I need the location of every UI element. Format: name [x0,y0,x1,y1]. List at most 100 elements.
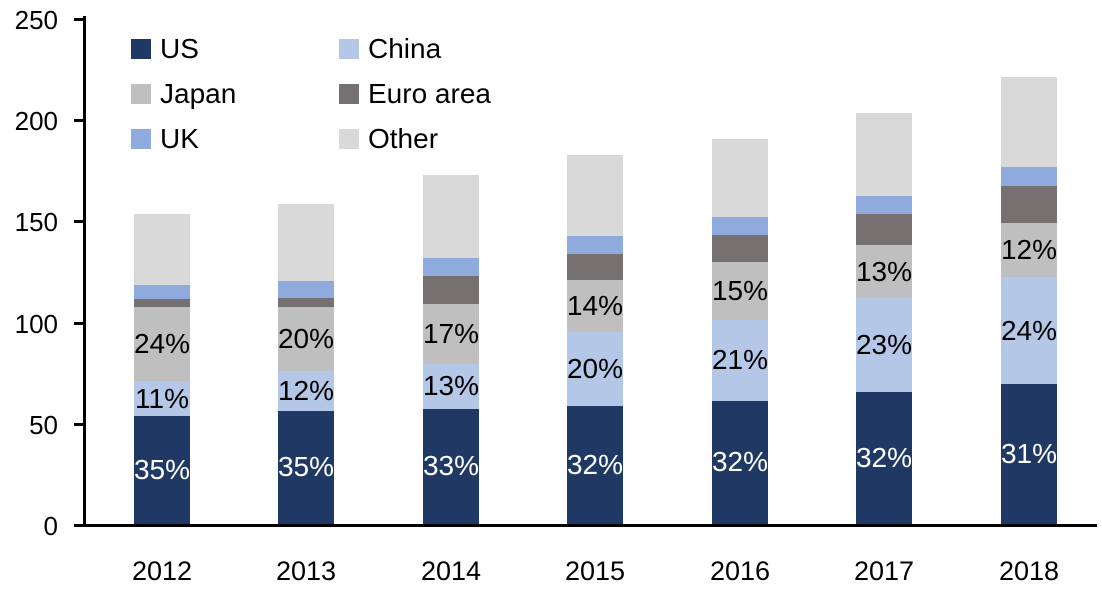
bar-segment-uk [278,281,334,299]
segment-percent-label: 15% [711,274,769,306]
legend-swatch-icon [339,38,359,59]
legend-swatch-icon [131,128,151,149]
bar-segment-japan: 24% [133,307,191,382]
bar-segment-other [856,113,912,197]
x-axis-category-label: 2017 [853,556,915,586]
bar-segment-euro-area [1001,185,1057,224]
bar-segment-euro-area [423,276,479,305]
segment-percent-label: 12% [277,374,335,406]
bar-segment-china: 20% [566,331,624,406]
x-axis-category-label: 2012 [131,556,193,586]
x-axis-category-label: 2016 [709,556,771,586]
bar-segment-other [567,154,623,236]
bar-segment-japan: 17% [422,304,480,365]
y-axis-tick [74,524,83,527]
chart-legend: US China Japan Euro area UK Other [131,26,491,161]
segment-percent-label: 24% [133,328,191,360]
segment-percent-label: 35% [133,453,191,485]
segment-percent-label: 13% [855,255,913,287]
bar-segment-uk [567,235,623,254]
legend-item-us: US [131,26,339,71]
segment-percent-label: 12% [1000,234,1058,266]
y-axis-line [83,16,86,527]
bar-segment-uk [1001,166,1057,186]
segment-percent-label: 23% [855,329,913,361]
bar-segment-euro-area [134,299,190,308]
legend-label: Japan [160,77,237,109]
bar-segment-other [712,139,768,218]
legend-item-uk: UK [131,116,339,161]
segment-percent-label: 20% [566,352,624,384]
segment-percent-label: 32% [855,442,913,474]
bar-segment-japan: 12% [1000,223,1058,278]
segment-percent-label: 13% [422,370,480,402]
bar-segment-uk [423,257,479,277]
y-axis-tick [74,18,83,21]
bar-segment-china: 12% [277,371,335,411]
bar-segment-japan: 13% [855,244,913,299]
bar-segment-euro-area [567,253,623,281]
y-axis-tick [74,220,83,224]
segment-percent-label: 20% [277,323,335,355]
bar-segment-euro-area [278,298,334,308]
bar-segment-us: 35% [133,415,191,524]
y-axis-tick-label: 150 [14,207,58,238]
bar-segment-us: 32% [711,400,769,524]
y-axis-tick-label: 200 [14,106,58,137]
bar-segment-china: 13% [423,364,479,409]
bar-segment-uk [134,285,190,300]
bar-segment-us: 33% [422,408,480,524]
bar-segment-us: 32% [566,405,624,524]
bar-segment-china: 11% [134,381,190,416]
x-axis-category-label: 2018 [998,556,1060,586]
segment-percent-label: 35% [277,451,335,483]
x-axis-category-label: 2013 [275,556,337,586]
legend-item-other: Other [339,116,491,161]
y-axis-tick [74,119,83,123]
bar-segment-us: 35% [277,410,335,524]
bar-segment-us: 31% [1001,384,1057,524]
segment-percent-label: 21% [711,344,769,376]
y-axis-tick [74,422,83,426]
legend-swatch-icon [339,83,359,104]
legend-label: Other [368,122,439,154]
bar-segment-other [1001,76,1057,167]
bar-segment-other [423,174,479,258]
segment-percent-label: 24% [1000,314,1058,346]
bar-segment-china: 21% [711,319,769,401]
bar-segment-japan: 14% [567,280,623,332]
y-axis-tick-label: 250 [14,5,58,35]
legend-item-euro-area: Euro area [339,71,491,116]
bar-segment-japan: 15% [711,261,769,320]
bar-segment-uk [712,217,768,235]
bar-segment-other [134,214,190,286]
segment-percent-label: 32% [566,448,624,480]
legend-swatch-icon [339,128,359,149]
bar-segment-uk [856,196,912,215]
bar-segment-japan: 20% [277,307,335,372]
bar-segment-other [278,204,334,282]
segment-percent-label: 33% [422,450,480,482]
legend-label: US [160,32,199,64]
segment-percent-label: 14% [566,289,624,321]
bar-segment-euro-area [856,214,912,245]
bar-segment-us: 32% [856,392,912,524]
y-axis-tick-label: 50 [29,409,58,440]
x-axis-line [83,524,1097,527]
legend-label: Euro area [368,77,491,109]
segment-percent-label: 31% [1000,438,1058,470]
bar-segment-china: 24% [1000,277,1058,385]
legend-swatch-icon [131,38,151,59]
y-axis-tick-label: 0 [43,511,58,541]
legend-swatch-icon [131,83,151,104]
segment-percent-label: 17% [422,318,480,350]
y-axis-tick [74,321,83,325]
bar-segment-euro-area [712,234,768,262]
segment-percent-label: 32% [711,446,769,478]
x-axis-category-label: 2015 [564,556,626,586]
legend-label: UK [160,122,199,154]
legend-item-china: China [339,26,491,71]
legend-label: China [368,32,442,64]
x-axis-category-label: 2014 [420,556,482,586]
